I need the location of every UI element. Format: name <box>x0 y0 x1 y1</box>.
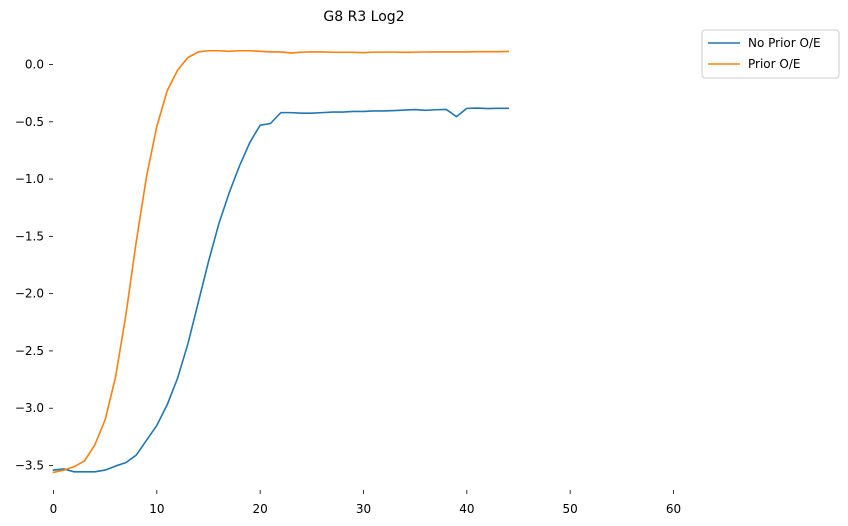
x-tick-label: 50 <box>563 502 578 516</box>
x-axis: 0 10 20 30 40 50 60 <box>50 490 681 516</box>
y-tick-label: −2.0 <box>15 287 44 301</box>
x-tick-label: 0 <box>50 502 58 516</box>
y-tick-label: −0.5 <box>15 115 44 129</box>
x-tick-label: 40 <box>459 502 474 516</box>
chart-title: G8 R3 Log2 <box>323 9 404 25</box>
series-line-no-prior <box>52 107 509 473</box>
y-tick-label: −1.5 <box>15 229 44 243</box>
y-axis: 0.0 −0.5 −1.0 −1.5 −2.0 −2.5 −3.0 −3.5 <box>15 58 53 473</box>
y-tick-label: −2.5 <box>15 344 44 358</box>
plot-area <box>52 49 509 474</box>
legend-label-no-prior: No Prior O/E <box>748 36 821 50</box>
x-tick-label: 30 <box>356 502 371 516</box>
legend: No Prior O/E Prior O/E <box>701 29 840 79</box>
y-tick-label: 0.0 <box>25 58 44 72</box>
legend-frame <box>701 29 840 79</box>
legend-label-prior: Prior O/E <box>748 57 800 71</box>
x-tick-label: 60 <box>666 502 681 516</box>
x-tick-label: 20 <box>253 502 268 516</box>
y-tick-label: −3.0 <box>15 401 44 415</box>
y-tick-label: −3.5 <box>15 459 44 473</box>
series-line-prior <box>52 49 509 474</box>
x-tick-label: 10 <box>149 502 164 516</box>
y-tick-label: −1.0 <box>15 172 44 186</box>
